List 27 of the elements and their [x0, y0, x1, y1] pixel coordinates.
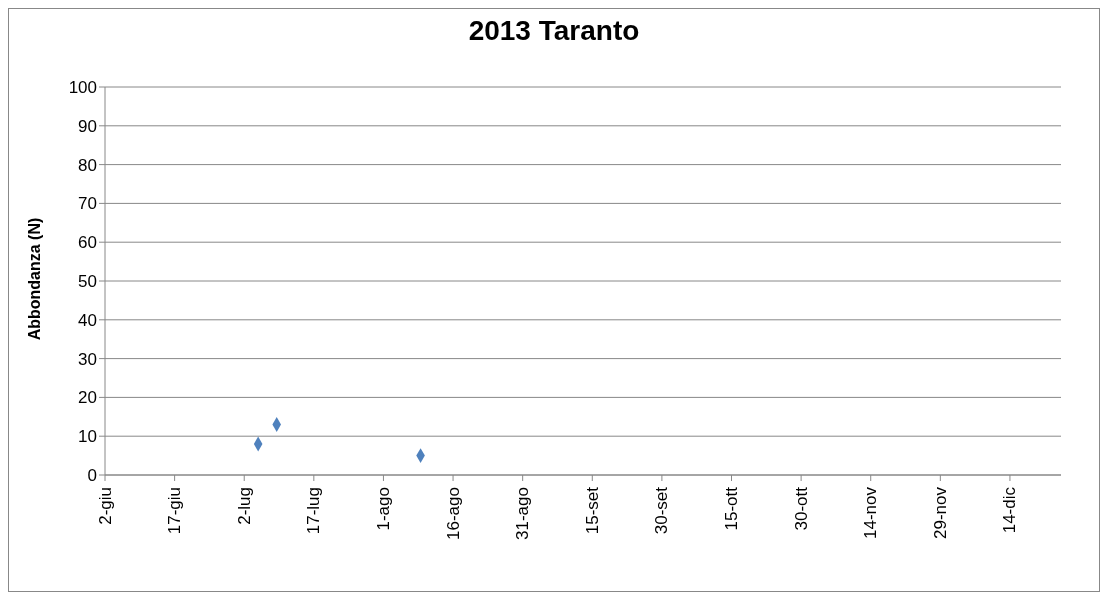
- x-tick-label: 2-giu: [95, 487, 115, 525]
- y-tick-label: 30: [78, 349, 97, 369]
- x-tick-label: 15-set: [582, 486, 602, 535]
- y-tick-label: 50: [78, 272, 97, 292]
- y-axis-title: Abbondanza (N): [26, 217, 44, 341]
- y-tick-label: 80: [78, 155, 97, 175]
- x-tick-label: 30-set: [652, 486, 672, 535]
- chart-title: 2013 Taranto: [467, 15, 641, 47]
- x-tick-label: 30-ott: [791, 486, 811, 531]
- x-tick-label: 15-ott: [722, 486, 741, 531]
- x-tick-label: 14-nov: [861, 486, 881, 539]
- x-tick-label: 17-giu: [165, 487, 185, 535]
- y-tick-label: 20: [78, 388, 97, 408]
- x-tick-label: 2-lug: [234, 487, 254, 525]
- y-tick-label: 70: [78, 194, 97, 214]
- y-tick-label: 0: [87, 466, 97, 486]
- y-tick-label: 90: [78, 116, 97, 136]
- y-tick-label: 10: [78, 427, 97, 447]
- y-tick-label: 40: [78, 310, 97, 330]
- y-tick-label: 60: [78, 233, 97, 253]
- x-tick-label: 17-lug: [304, 487, 324, 535]
- y-tick-label: 100: [68, 78, 97, 98]
- x-tick-label: 29-nov: [930, 486, 950, 539]
- x-tick-label: 14-dic: [1000, 486, 1020, 534]
- x-tick-label: 16-ago: [443, 487, 463, 540]
- x-tick-label: 31-ago: [513, 487, 533, 540]
- x-tick-label: 1-ago: [373, 487, 393, 531]
